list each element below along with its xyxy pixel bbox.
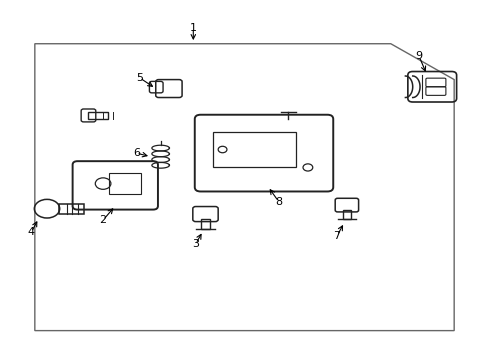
Text: 5: 5 bbox=[136, 73, 143, 83]
Text: 3: 3 bbox=[192, 239, 199, 249]
Text: 6: 6 bbox=[132, 148, 140, 158]
Text: 1: 1 bbox=[189, 23, 196, 33]
Text: 9: 9 bbox=[415, 51, 422, 61]
Text: 2: 2 bbox=[100, 215, 106, 225]
Text: 4: 4 bbox=[28, 227, 35, 237]
Text: 7: 7 bbox=[333, 231, 340, 240]
Text: 8: 8 bbox=[275, 197, 282, 207]
